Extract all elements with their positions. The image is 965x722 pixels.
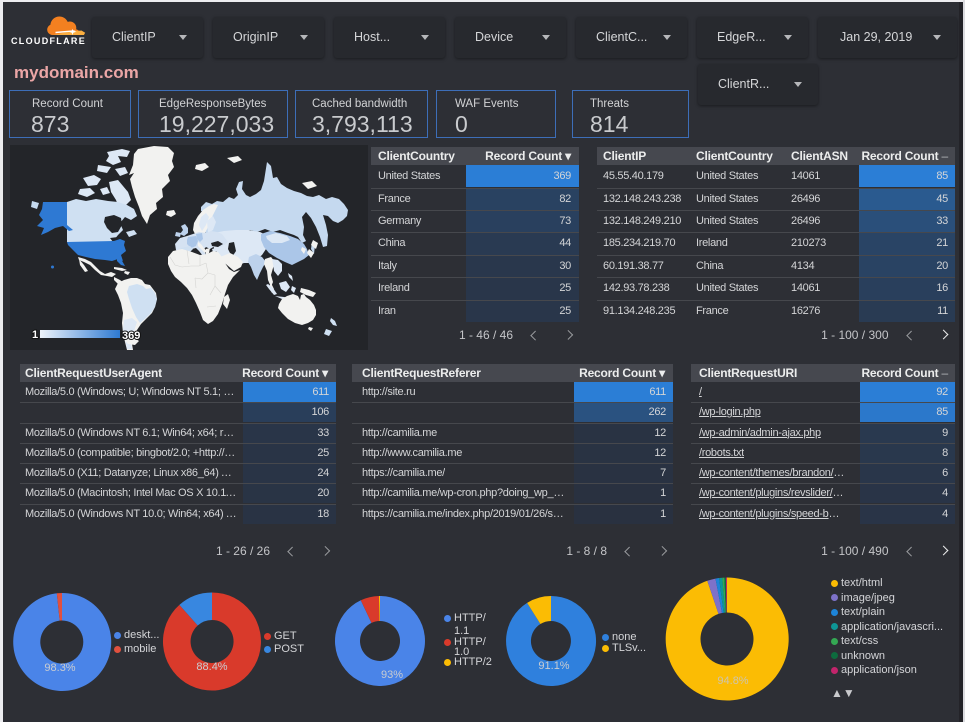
- svg-text:1: 1: [32, 329, 38, 341]
- svg-text:369: 369: [122, 330, 140, 342]
